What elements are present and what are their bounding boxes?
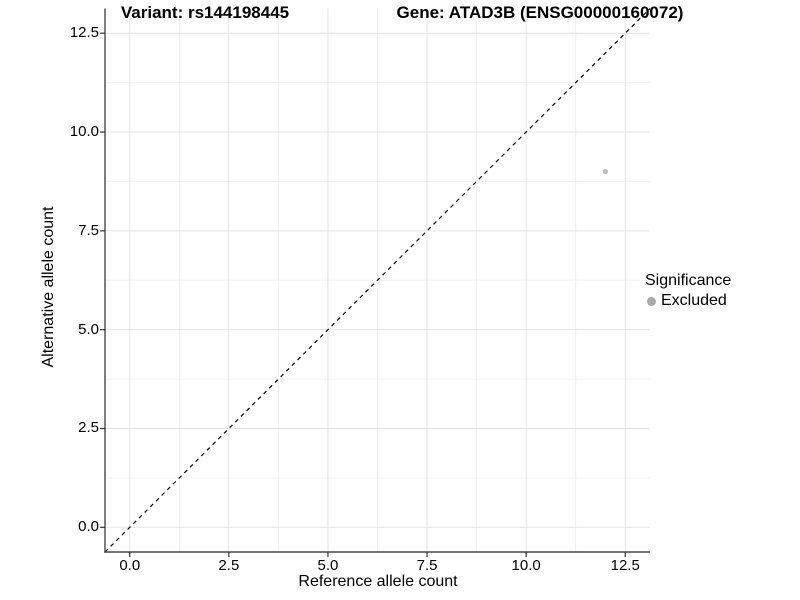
identity-line <box>104 8 651 553</box>
plot-title-gene: Gene: ATAD3B (ENSG00000160072) <box>396 3 684 22</box>
plot-title-variant: Variant: rs144198445 <box>120 3 290 22</box>
legend-key-point-icon <box>647 296 656 306</box>
y-tick-label: 7.5 <box>78 221 99 239</box>
x-tick-label: 10.0 <box>511 557 541 574</box>
x-tick-label: 12.5 <box>610 557 640 574</box>
x-axis-title: Reference allele count <box>298 573 458 590</box>
x-tick-label: 2.5 <box>218 557 240 574</box>
data-point <box>602 168 609 175</box>
x-tick-label: 7.5 <box>416 557 438 574</box>
legend-item-label: Excluded <box>661 292 727 309</box>
y-tick-label: 2.5 <box>78 419 99 437</box>
legend: Significance Excluded <box>645 271 731 310</box>
x-tick-label: 0.0 <box>119 557 141 574</box>
y-tick-label: 12.5 <box>69 24 99 42</box>
legend-title: Significance <box>645 272 732 289</box>
y-tick-label: 10.0 <box>69 123 99 141</box>
x-tick-label: 5.0 <box>317 557 339 574</box>
y-tick-label: 5.0 <box>78 320 99 338</box>
y-tick-label: 0.0 <box>78 518 99 536</box>
legend-item-excluded: Excluded <box>645 292 731 310</box>
